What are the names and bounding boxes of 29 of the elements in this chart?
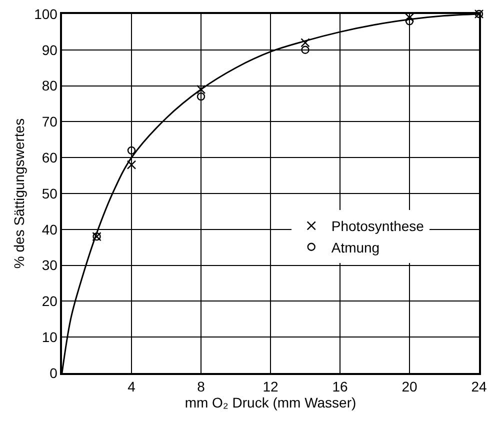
point [405,17,414,26]
x-tick-label: 20 [402,378,418,395]
y-tick-label: 50 [42,185,58,202]
x-tick-label: 12 [262,378,278,395]
point [127,146,136,155]
x-tick-label: 8 [197,378,206,395]
x-tick-label: 16 [332,378,348,395]
legend-label: Atmung [331,239,380,256]
y-axis-title: % des Sättigungswertes [11,118,28,269]
y-tick-label: 30 [42,257,58,274]
point [300,38,310,48]
x-tick-label: 24 [471,378,487,395]
y-tick-label: 90 [42,42,58,58]
point [301,46,310,54]
y-tick-label: 80 [42,78,58,94]
y-tick-label: 0 [50,364,58,381]
y-tick-label: 40 [42,221,58,238]
y-tick-label: 10 [42,329,58,345]
y-tick-label: 70 [42,114,58,130]
point [404,12,414,22]
x-tick-label: 4 [128,378,136,395]
legend-label: Photosynthese [331,218,424,234]
y-tick-label: 60 [42,150,58,166]
point [196,84,206,94]
y-tick-label: 100 [34,6,58,22]
point [196,92,206,101]
point [126,160,136,170]
y-tick-label: 20 [42,293,58,310]
x-axis-title: mm O₂ Druck (mm Wasser) [184,394,356,411]
